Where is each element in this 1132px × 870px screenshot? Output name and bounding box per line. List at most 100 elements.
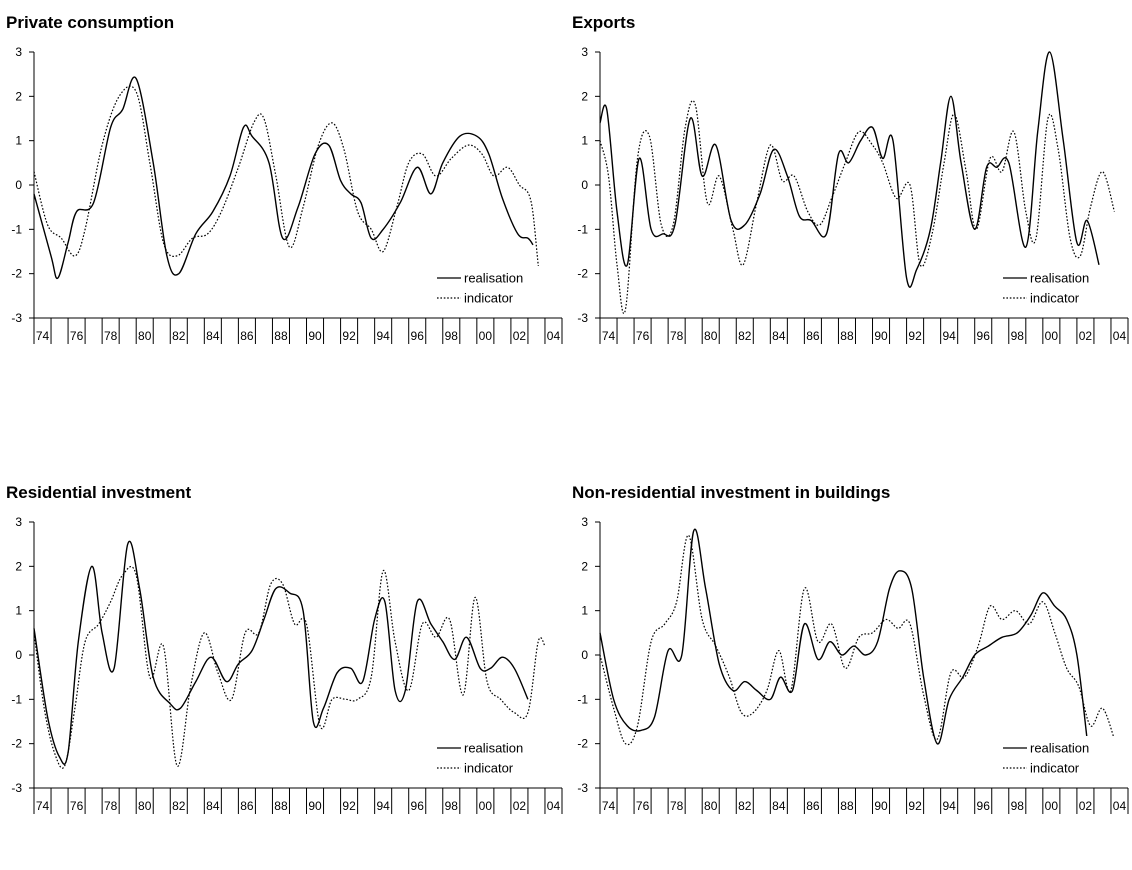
x-tick-label: 84	[206, 799, 220, 813]
x-tick-label: 86	[240, 329, 254, 343]
x-tick-label: 96	[411, 799, 425, 813]
x-tick-label: 84	[206, 329, 220, 343]
x-tick-label: 00	[479, 799, 493, 813]
x-tick-label: 78	[104, 799, 118, 813]
chart-title: Non-residential investment in buildings	[572, 483, 890, 502]
x-tick-label: 04	[547, 799, 561, 813]
y-tick-label: 1	[15, 134, 22, 148]
x-tick-label: 80	[138, 799, 152, 813]
x-tick-label: 78	[104, 329, 118, 343]
x-tick-label: 02	[513, 329, 527, 343]
y-tick-label: 1	[581, 604, 588, 618]
x-tick-label: 86	[806, 329, 820, 343]
series-line-indicator	[599, 99, 1115, 314]
y-tick-label: -2	[11, 737, 22, 751]
chart-svg: Exports 3 2 1 0 -1 -2 -3 74 76 78 80 82 84 86 88 90 92 94 9…	[572, 13, 1129, 344]
x-tick-label: 90	[308, 329, 322, 343]
y-tick-label: -3	[577, 311, 588, 325]
x-tick-label: 84	[772, 799, 786, 813]
x-tick-label: 00	[1045, 329, 1059, 343]
legend-label: indicator	[1030, 761, 1080, 776]
x-tick-label: 94	[376, 329, 390, 343]
chart-panel: Exports 3 2 1 0 -1 -2 -3 74 76 78 80 82 84 86 88 90 92 94 9…	[566, 0, 1132, 400]
legend-label: realisation	[1030, 271, 1089, 286]
x-tick-label: 04	[547, 329, 561, 343]
x-tick-label: 86	[806, 799, 820, 813]
x-tick-label: 92	[342, 799, 356, 813]
x-tick-label: 86	[240, 799, 254, 813]
y-tick-label: -1	[577, 692, 588, 706]
x-tick-label: 78	[670, 329, 684, 343]
chart-svg: Non-residential investment in buildings 3…	[572, 483, 1129, 814]
x-tick-label: 90	[874, 799, 888, 813]
y-tick-label: 2	[581, 89, 588, 103]
y-tick-label: -2	[577, 267, 588, 281]
y-tick-label: 3	[581, 45, 588, 59]
y-tick-label: -2	[577, 737, 588, 751]
y-tick-label: 3	[581, 515, 588, 529]
y-tick-label: 0	[15, 648, 22, 662]
y-tick-label: 0	[15, 178, 22, 192]
y-tick-label: -2	[11, 267, 22, 281]
x-tick-label: 98	[445, 329, 459, 343]
legend-label: realisation	[464, 741, 523, 756]
x-tick-label: 76	[636, 329, 650, 343]
series-line-realisation	[599, 51, 1100, 288]
x-tick-label: 88	[840, 329, 854, 343]
legend-label: indicator	[464, 291, 514, 306]
x-tick-label: 78	[670, 799, 684, 813]
x-tick-label: 98	[1011, 329, 1025, 343]
x-tick-label: 76	[636, 799, 650, 813]
y-tick-label: 0	[581, 648, 588, 662]
x-tick-label: 98	[445, 799, 459, 813]
y-tick-label: 1	[581, 134, 588, 148]
x-tick-label: 00	[479, 329, 493, 343]
x-tick-label: 96	[977, 329, 991, 343]
x-tick-label: 98	[1011, 799, 1025, 813]
x-tick-label: 82	[172, 799, 186, 813]
x-tick-label: 76	[70, 329, 84, 343]
x-tick-label: 96	[411, 329, 425, 343]
x-tick-label: 88	[274, 329, 288, 343]
x-tick-label: 94	[942, 329, 956, 343]
x-tick-label: 00	[1045, 799, 1059, 813]
legend-box	[433, 736, 557, 780]
x-tick-label: 02	[1079, 799, 1093, 813]
y-tick-label: 3	[15, 45, 22, 59]
x-tick-label: 88	[274, 799, 288, 813]
x-tick-label: 74	[602, 329, 616, 343]
series-line-realisation	[599, 528, 1088, 745]
y-tick-label: 0	[581, 178, 588, 192]
chart-title: Private consumption	[6, 13, 174, 32]
y-tick-label: 1	[15, 604, 22, 618]
x-tick-label: 94	[376, 799, 390, 813]
legend-box	[999, 736, 1123, 780]
legend-label: indicator	[1030, 291, 1080, 306]
x-tick-label: 82	[738, 799, 752, 813]
x-tick-label: 92	[342, 329, 356, 343]
x-tick-label: 74	[36, 329, 50, 343]
y-tick-label: 3	[15, 515, 22, 529]
y-tick-label: -1	[11, 222, 22, 236]
x-tick-label: 04	[1113, 799, 1127, 813]
x-tick-label: 92	[908, 799, 922, 813]
chart-title: Exports	[572, 13, 635, 32]
x-tick-label: 80	[138, 329, 152, 343]
y-tick-label: -3	[577, 781, 588, 795]
x-tick-label: 80	[704, 329, 718, 343]
x-tick-label: 90	[874, 329, 888, 343]
x-tick-label: 96	[977, 799, 991, 813]
x-tick-label: 74	[602, 799, 616, 813]
legend-box	[999, 266, 1123, 310]
series-line-realisation	[33, 76, 534, 280]
x-tick-label: 74	[36, 799, 50, 813]
chart-panel: Residential investment 3 2 1 0 -1 -2 -3 74 76 78 80…	[0, 470, 566, 870]
chart-panel: Non-residential investment in buildings 3…	[566, 470, 1132, 870]
legend-label: realisation	[1030, 741, 1089, 756]
y-tick-label: -3	[11, 311, 22, 325]
chart-svg: Residential investment 3 2 1 0 -1 -2 -3 74 76 78 80…	[6, 483, 563, 814]
chart-panel: Private consumption 3 2 1 0 -1 -2 -3 74 76 78 80 82 8…	[0, 0, 566, 400]
x-tick-label: 82	[172, 329, 186, 343]
x-tick-label: 02	[513, 799, 527, 813]
legend-box	[433, 266, 557, 310]
